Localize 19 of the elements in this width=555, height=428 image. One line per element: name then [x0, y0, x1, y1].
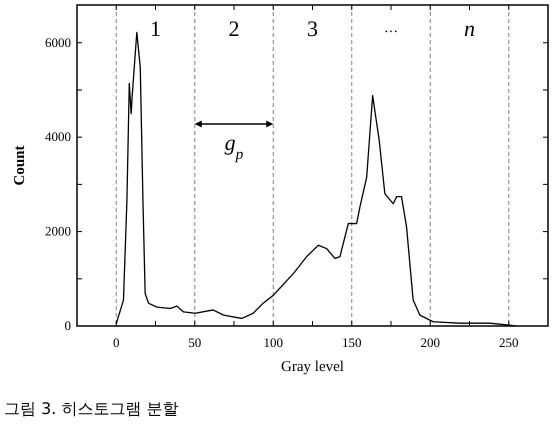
x-tick-label: 0 [113, 335, 120, 350]
annotation: g$_{p}$ [224, 130, 244, 162]
annotation: 3 [307, 16, 318, 41]
x-tick-label: 250 [499, 335, 518, 350]
x-tick-label: 100 [264, 335, 283, 350]
annotation: n [464, 16, 475, 41]
caption: 그림 3. 히스토그램 분할 [4, 399, 179, 418]
x-tick-label: 200 [420, 335, 440, 350]
annotation: 2 [228, 16, 240, 41]
y-axis-title: Count [12, 145, 28, 186]
y-tick-label: 2000 [45, 224, 71, 239]
y-tick-label: 0 [64, 318, 71, 333]
annotation: ··· [384, 25, 398, 40]
x-axis-title: Gray level [281, 359, 344, 375]
y-tick-label: 4000 [45, 129, 71, 144]
annotation: 1 [150, 16, 161, 41]
x-tick-label: 150 [342, 335, 362, 350]
x-tick-label: 50 [188, 335, 202, 350]
y-tick-label: 6000 [45, 34, 71, 50]
